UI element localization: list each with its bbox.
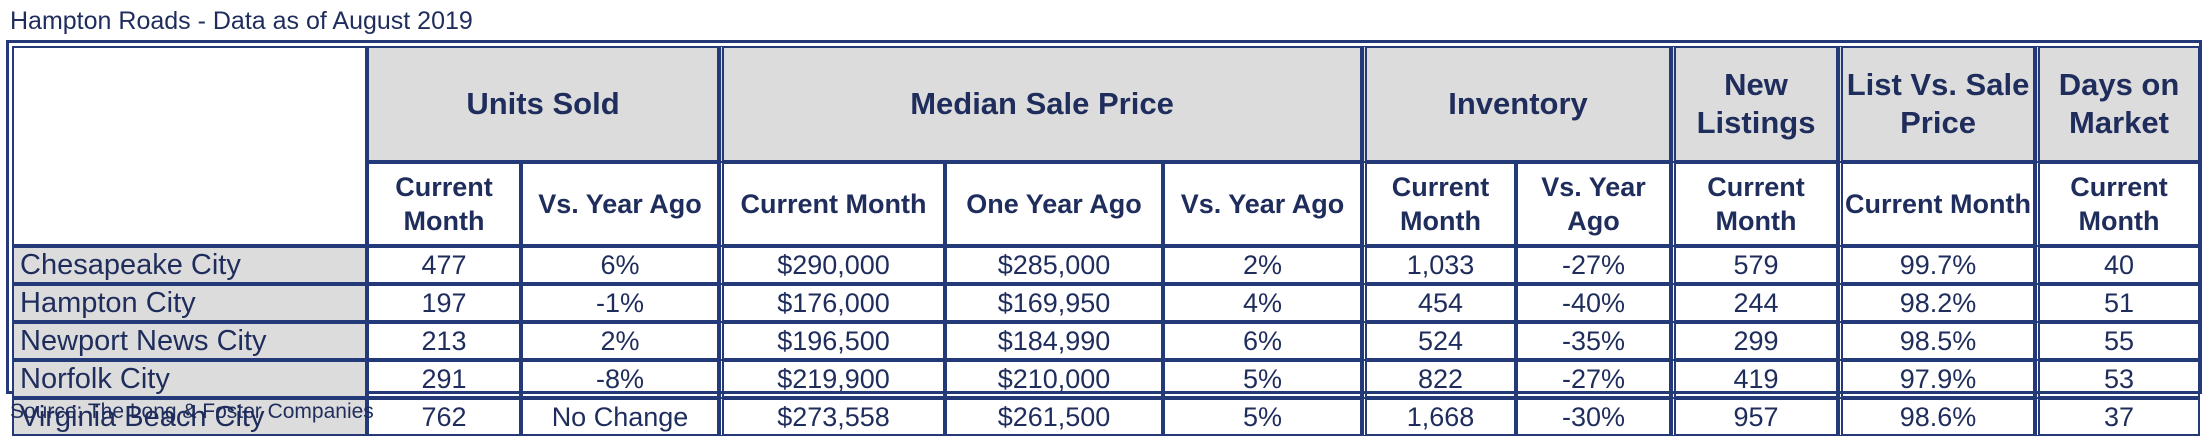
units-vs-cell: 2%: [521, 322, 719, 360]
subheader-price-one-year-ago: One Year Ago: [945, 162, 1163, 246]
group-header-median-sale-price: Median Sale Price: [719, 46, 1363, 162]
days-on-market-cell: 37: [2035, 398, 2201, 436]
inventory-current-cell: 1,033: [1362, 246, 1517, 284]
units-current-cell: 477: [367, 246, 521, 284]
corner-cell: [12, 46, 367, 246]
days-on-market-cell: 40: [2035, 246, 2201, 284]
price-vs-cell: 5%: [1163, 360, 1363, 398]
subheader-price-vs-year-ago: Vs. Year Ago: [1163, 162, 1363, 246]
price-year-ago-cell: $210,000: [945, 360, 1163, 398]
subheader-units-current-month: Current Month: [367, 162, 521, 246]
price-vs-cell: 5%: [1163, 398, 1363, 436]
units-vs-cell: -8%: [521, 360, 719, 398]
units-current-cell: 291: [367, 360, 521, 398]
inventory-current-cell: 524: [1362, 322, 1517, 360]
new-listings-cell: 244: [1671, 284, 1839, 322]
price-current-cell: $219,900: [719, 360, 945, 398]
subheader-price-current-month: Current Month: [719, 162, 945, 246]
row-city-label: Chesapeake City: [12, 246, 367, 284]
price-year-ago-cell: $285,000: [945, 246, 1163, 284]
units-vs-cell: No Change: [521, 398, 719, 436]
days-on-market-cell: 53: [2035, 360, 2201, 398]
table-row: Chesapeake City 477 6% $290,000 $285,000…: [12, 246, 2201, 284]
list-vs-sale-cell: 98.2%: [1838, 284, 2036, 322]
units-current-cell: 213: [367, 322, 521, 360]
units-current-cell: 197: [367, 284, 521, 322]
list-vs-sale-cell: 99.7%: [1838, 246, 2036, 284]
table-row: Newport News City 213 2% $196,500 $184,9…: [12, 322, 2201, 360]
market-table: Units Sold Median Sale Price Inventory N…: [12, 46, 2201, 436]
list-vs-sale-cell: 97.9%: [1838, 360, 2036, 398]
price-current-cell: $176,000: [719, 284, 945, 322]
subheader-units-vs-year-ago: Vs. Year Ago: [521, 162, 719, 246]
inventory-vs-cell: -27%: [1516, 360, 1672, 398]
page-title: Hampton Roads - Data as of August 2019: [10, 7, 473, 35]
inventory-vs-cell: -30%: [1516, 398, 1672, 436]
inventory-current-cell: 454: [1362, 284, 1517, 322]
row-city-label: Newport News City: [12, 322, 367, 360]
subheader-inventory-current-month: Current Month: [1362, 162, 1517, 246]
group-header-inventory: Inventory: [1362, 46, 1672, 162]
group-header-new-listings: New Listings: [1671, 46, 1839, 162]
group-header-days-on-market: Days on Market: [2035, 46, 2201, 162]
list-vs-sale-cell: 98.5%: [1838, 322, 2036, 360]
units-vs-cell: -1%: [521, 284, 719, 322]
units-current-cell: 762: [367, 398, 521, 436]
subheader-new-listings-current-month: Current Month: [1671, 162, 1839, 246]
inventory-current-cell: 1,668: [1362, 398, 1517, 436]
days-on-market-cell: 51: [2035, 284, 2201, 322]
price-year-ago-cell: $184,990: [945, 322, 1163, 360]
subheader-inventory-vs-year-ago: Vs. Year Ago: [1516, 162, 1672, 246]
new-listings-cell: 579: [1671, 246, 1839, 284]
row-city-label: Norfolk City: [12, 360, 367, 398]
units-vs-cell: 6%: [521, 246, 719, 284]
price-current-cell: $273,558: [719, 398, 945, 436]
list-vs-sale-cell: 98.6%: [1838, 398, 2036, 436]
price-year-ago-cell: $261,500: [945, 398, 1163, 436]
subheader-list-vs-sale-current-month: Current Month: [1838, 162, 2036, 246]
row-city-label: Hampton City: [12, 284, 367, 322]
price-vs-cell: 6%: [1163, 322, 1363, 360]
group-header-list-vs-sale-price: List Vs. Sale Price: [1838, 46, 2036, 162]
inventory-vs-cell: -35%: [1516, 322, 1672, 360]
source-note: Source: The Long & Foster Companies: [10, 400, 374, 423]
table-row: Norfolk City 291 -8% $219,900 $210,000 5…: [12, 360, 2201, 398]
group-header-units-sold: Units Sold: [367, 46, 719, 162]
price-vs-cell: 4%: [1163, 284, 1363, 322]
subheader-days-on-market-current-month: Current Month: [2035, 162, 2201, 246]
price-current-cell: $196,500: [719, 322, 945, 360]
price-vs-cell: 2%: [1163, 246, 1363, 284]
new-listings-cell: 957: [1671, 398, 1839, 436]
inventory-vs-cell: -40%: [1516, 284, 1672, 322]
new-listings-cell: 299: [1671, 322, 1839, 360]
price-current-cell: $290,000: [719, 246, 945, 284]
table-row: Hampton City 197 -1% $176,000 $169,950 4…: [12, 284, 2201, 322]
price-year-ago-cell: $169,950: [945, 284, 1163, 322]
inventory-current-cell: 822: [1362, 360, 1517, 398]
new-listings-cell: 419: [1671, 360, 1839, 398]
days-on-market-cell: 55: [2035, 322, 2201, 360]
market-table-frame: Units Sold Median Sale Price Inventory N…: [6, 40, 2202, 436]
inventory-vs-cell: -27%: [1516, 246, 1672, 284]
